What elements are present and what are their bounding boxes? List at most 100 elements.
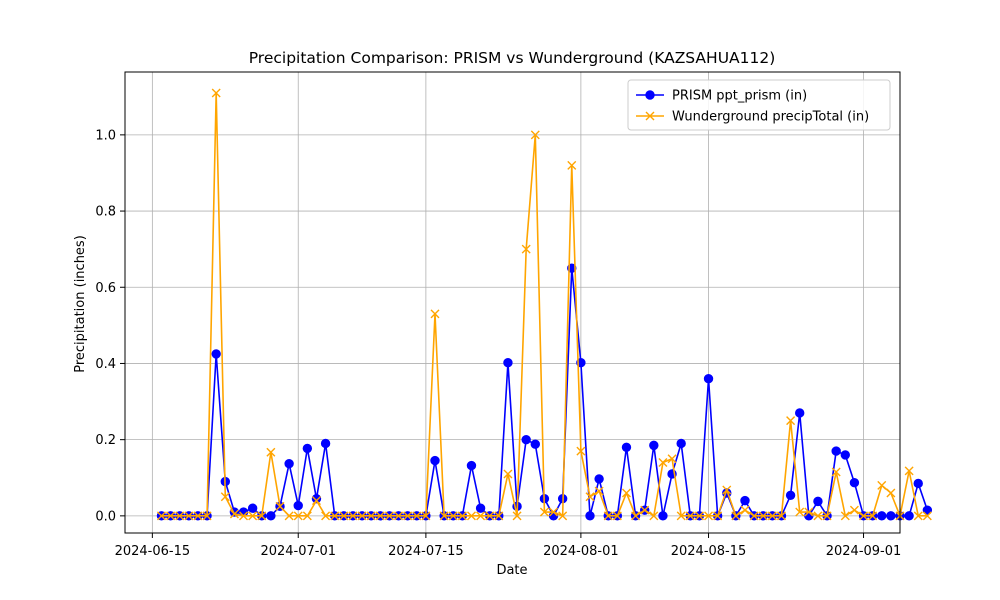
data-point — [645, 90, 655, 100]
data-point — [886, 511, 896, 521]
series-layer — [156, 88, 933, 521]
data-point — [822, 511, 832, 521]
data-point — [248, 511, 258, 521]
data-point — [184, 511, 194, 521]
data-point — [868, 511, 878, 521]
data-point — [795, 408, 805, 418]
series-wunderground — [156, 88, 932, 521]
data-point — [156, 511, 166, 521]
x-axis-label: Date — [496, 563, 527, 578]
data-point — [275, 501, 285, 511]
x-tick-label: 2024-06-15 — [115, 544, 191, 559]
data-point — [722, 485, 732, 495]
data-point — [740, 505, 750, 515]
data-point — [703, 373, 714, 384]
data-point — [193, 511, 203, 521]
data-point — [621, 442, 632, 452]
y-axis: 0.0 0.2 0.4 0.6 0.8 1.0 — [95, 128, 125, 524]
data-point — [631, 511, 641, 521]
data-point — [877, 511, 887, 521]
data-point — [913, 511, 923, 521]
y-tick-label: 0.0 — [95, 509, 116, 524]
data-point — [530, 439, 540, 449]
data-point — [767, 511, 777, 521]
data-point — [320, 438, 331, 449]
data-point — [430, 309, 440, 319]
legend: PRISM ppt_prism (in) Wunderground precipT… — [627, 79, 891, 131]
data-point — [220, 492, 230, 502]
data-point — [284, 458, 294, 469]
data-point — [375, 511, 385, 521]
data-point — [476, 511, 486, 521]
data-point — [776, 511, 786, 521]
data-point — [576, 446, 586, 456]
data-point — [904, 511, 914, 521]
data-point — [421, 511, 431, 521]
data-point — [357, 511, 367, 521]
data-point — [831, 467, 841, 477]
data-point — [394, 511, 404, 521]
data-point — [649, 511, 659, 521]
y-axis-label: Precipitation (inches) — [73, 235, 88, 373]
data-point — [840, 450, 850, 460]
data-point — [585, 511, 595, 521]
data-point — [713, 511, 723, 521]
data-point — [257, 511, 267, 521]
data-point — [293, 500, 303, 511]
x-axis: 2024-06-15 2024-07-01 2024-07-15 2024-08-01… — [115, 533, 901, 559]
y-tick-label: 0.8 — [95, 205, 116, 220]
data-point — [704, 511, 714, 521]
data-point — [922, 511, 932, 521]
x-tick-label: 2024-08-01 — [543, 544, 619, 559]
data-point — [904, 466, 914, 476]
data-point — [311, 494, 322, 504]
data-point — [877, 480, 887, 490]
data-point — [849, 505, 859, 515]
data-point — [503, 469, 513, 479]
data-point — [321, 511, 331, 521]
data-point — [302, 511, 312, 521]
y-tick-label: 0.2 — [95, 433, 116, 448]
data-point — [913, 478, 923, 489]
data-point — [175, 511, 185, 521]
data-point — [749, 511, 759, 521]
data-point — [211, 349, 221, 359]
data-point — [430, 455, 440, 466]
data-point — [412, 511, 422, 521]
x-tick-label: 2024-07-15 — [388, 544, 464, 559]
data-point — [439, 511, 449, 521]
data-point — [859, 511, 869, 521]
data-point — [494, 511, 504, 521]
data-point — [621, 488, 631, 498]
data-point — [302, 443, 313, 454]
data-point — [457, 511, 467, 521]
data-point — [785, 490, 796, 500]
data-point — [740, 495, 750, 506]
data-point — [239, 511, 249, 521]
data-point — [166, 511, 176, 521]
data-point — [466, 511, 476, 521]
plot-frame — [124, 71, 901, 534]
data-point — [795, 507, 805, 517]
data-point — [831, 446, 841, 456]
data-point — [758, 511, 768, 521]
data-point — [539, 507, 549, 517]
data-point — [293, 511, 303, 521]
data-point — [247, 503, 258, 513]
x-tick-label: 2024-08-15 — [671, 544, 747, 559]
legend-item: PRISM ppt_prism (in) — [636, 89, 807, 104]
data-point — [266, 447, 276, 457]
data-point — [284, 511, 294, 521]
data-point — [384, 511, 394, 521]
data-point — [694, 511, 704, 521]
data-point — [530, 130, 540, 140]
data-point — [804, 507, 814, 517]
data-point — [348, 511, 358, 521]
y-tick-label: 1.0 — [95, 128, 116, 143]
data-point — [202, 511, 212, 521]
data-point — [366, 511, 376, 521]
data-point — [266, 511, 276, 521]
data-point — [229, 509, 239, 519]
data-point — [549, 507, 559, 517]
data-point — [667, 454, 677, 464]
